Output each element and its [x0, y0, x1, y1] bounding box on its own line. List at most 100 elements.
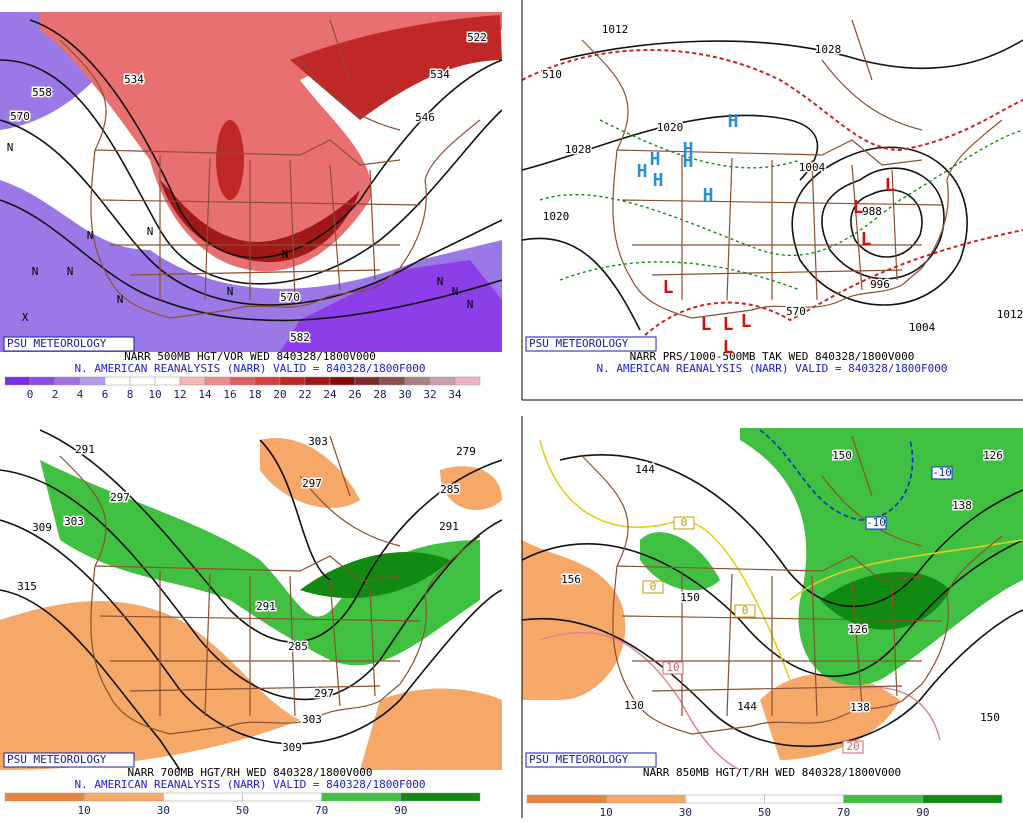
vorticity-marker: N: [467, 298, 474, 311]
low-pressure: L: [885, 175, 896, 196]
vorticity-marker: N: [117, 293, 124, 306]
contour-label: 303: [302, 713, 322, 726]
temperature-box: [842, 740, 864, 754]
temperature-box: [865, 516, 887, 530]
colorbar-swatch: [29, 376, 56, 386]
badge: PSU METEOROLOGY: [529, 753, 629, 766]
caption: NARR 700MB HGT/RH WED 840328/1800V000: [127, 766, 372, 779]
badge: PSU METEOROLOGY: [7, 337, 107, 350]
high-pressure: H: [653, 170, 664, 191]
colorbar-label: 30: [679, 806, 692, 818]
colorbar-swatch: [454, 376, 481, 386]
contour-label: 279: [456, 445, 476, 458]
colorbar-label: 22: [298, 388, 311, 401]
temperature-box: [642, 580, 664, 594]
contour-label: 534: [430, 68, 450, 81]
contour-label: 1020: [543, 210, 570, 223]
temperature-label: 0: [650, 580, 657, 593]
contour-label: 291: [439, 520, 459, 533]
colorbar-swatch: [204, 376, 231, 386]
colorbar-label: 50: [236, 804, 249, 817]
contour-label: 303: [308, 435, 328, 448]
contour-label: 315: [17, 580, 37, 593]
contour-label: 570: [10, 110, 30, 123]
colorbar-label: 32: [423, 388, 436, 401]
vorticity-marker: N: [282, 248, 289, 261]
low-pressure: L: [861, 229, 872, 250]
colorbar-swatch: [4, 792, 85, 802]
colorbar-swatch: [254, 376, 281, 386]
contour-label: 303: [64, 515, 84, 528]
colorbar-label: 4: [77, 388, 84, 401]
badge: PSU METEOROLOGY: [529, 337, 629, 350]
high-pressure: H: [683, 139, 694, 160]
colorbar-label: 12: [173, 388, 186, 401]
colorbar-swatch: [4, 376, 31, 386]
colorbar-swatch: [54, 376, 81, 386]
contour-label: 1004: [799, 161, 826, 174]
colorbar-label: 26: [348, 388, 361, 401]
temperature-label: 0: [742, 604, 749, 617]
vorticity-marker: N: [87, 229, 94, 242]
valid-line: N. AMERICAN REANALYSIS (NARR) VALID = 84…: [597, 362, 948, 375]
low-pressure: L: [701, 314, 712, 335]
vorticity-marker: N: [147, 225, 154, 238]
colorbar-label: 10: [148, 388, 161, 401]
contour-label: 558: [32, 86, 52, 99]
contour-label: 297: [110, 491, 130, 504]
badge-box: [525, 336, 657, 352]
colorbar-swatch: [404, 376, 431, 386]
colorbar-swatch: [229, 376, 256, 386]
temperature-label: 0: [681, 516, 688, 529]
vorticity-marker: N: [437, 275, 444, 288]
colorbar-label: 30: [157, 804, 170, 817]
contour-label: 1028: [815, 43, 842, 56]
colorbar-swatch: [242, 792, 322, 802]
contour-label: 138: [850, 701, 870, 714]
temperature-box: [662, 661, 684, 675]
valid-line: N. AMERICAN REANALYSIS (NARR) VALID = 84…: [75, 778, 426, 791]
colorbar-swatch: [329, 376, 356, 386]
colorbar-label: 18: [248, 388, 261, 401]
contour-label: 309: [32, 521, 52, 534]
colorbar-swatch: [279, 376, 306, 386]
contour-label: 144: [635, 463, 655, 476]
colorbar-swatch: [129, 376, 156, 386]
colorbar-label: 2: [52, 388, 59, 401]
valid-line: N. AMERICAN REANALYSIS (NARR) VALID = 84…: [75, 362, 426, 375]
low-pressure: L: [723, 337, 734, 358]
contour-label: 297: [302, 477, 322, 490]
contour-label: 156: [561, 573, 581, 586]
colorbar-swatch: [179, 376, 206, 386]
vorticity-marker: X: [22, 311, 29, 324]
contour-label: 510: [542, 68, 562, 81]
caption: NARR 850MB HGT/T/RH WED 840328/1800V000: [643, 766, 901, 779]
contour-label: 150: [980, 711, 1000, 724]
contour-label: 522: [467, 31, 487, 44]
colorbar-swatch: [526, 794, 607, 804]
colorbar-label: 0: [27, 388, 34, 401]
colorbar-swatch: [104, 376, 131, 386]
contour-label: 1012: [602, 23, 629, 36]
temperature-label: -10: [866, 516, 886, 529]
badge-box: [3, 336, 135, 352]
caption: NARR 500MB HGT/VOR WED 840328/1800V000: [124, 350, 376, 363]
contour-label: 150: [832, 449, 852, 462]
low-pressure: L: [853, 197, 864, 218]
high-pressure: H: [637, 161, 648, 182]
high-pressure: H: [728, 111, 739, 132]
contour-label: 291: [256, 600, 276, 613]
colorbar-label: 10: [78, 804, 91, 817]
colorbar-swatch: [304, 376, 331, 386]
contour-label: 1020: [657, 121, 684, 134]
contour-label: 126: [848, 623, 868, 636]
contour-label: 285: [440, 483, 460, 496]
high-pressure: H: [683, 151, 694, 172]
caption: NARR PRS/1000-500MB TAK WED 840328/1800V…: [630, 350, 915, 363]
low-pressure: L: [663, 277, 674, 298]
colorbar-swatch: [154, 376, 181, 386]
high-pressure: H: [703, 185, 714, 206]
contour-label: 130: [624, 699, 644, 712]
colorbar-label: 34: [448, 388, 462, 401]
contour-label: 297: [314, 687, 334, 700]
